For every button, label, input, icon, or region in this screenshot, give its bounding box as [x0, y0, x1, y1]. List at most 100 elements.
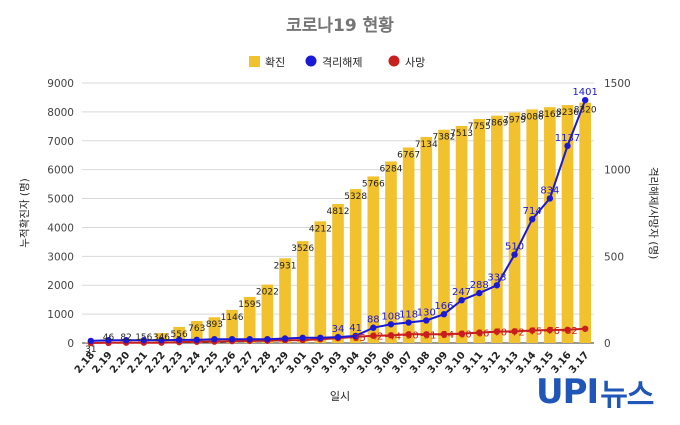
released-point — [387, 321, 395, 328]
legend-marker-released — [305, 55, 317, 67]
bar-confirmed-label: 2931 — [274, 261, 297, 271]
released-point — [158, 337, 165, 344]
bar-confirmed — [296, 241, 309, 343]
released-point — [564, 142, 571, 150]
deaths-point — [581, 325, 589, 332]
y-left-tick-label: 0 — [67, 338, 74, 350]
bar-confirmed — [332, 203, 344, 343]
released-point — [281, 335, 289, 342]
y-left-tick-label: 8000 — [47, 107, 74, 119]
y-left-tick-label: 9000 — [47, 78, 74, 90]
bar-confirmed-label: 7979 — [503, 115, 526, 125]
released-point — [264, 335, 271, 343]
released-point — [511, 251, 518, 258]
bar-confirmed-label: 8086 — [521, 112, 544, 122]
bar-confirmed — [455, 125, 468, 343]
bar-confirmed-label: 8236 — [556, 108, 579, 118]
bar-confirmed-label: 6284 — [380, 164, 403, 174]
deaths-point — [387, 332, 395, 339]
released-label: 41 — [349, 323, 362, 334]
deaths-point — [440, 330, 448, 338]
deaths-label: -54 — [438, 330, 454, 341]
released-point — [458, 296, 465, 304]
deaths-point — [493, 328, 501, 335]
deaths-label: -60 — [455, 330, 471, 341]
bar-confirmed-label: 556 — [171, 330, 188, 340]
released-label: 108 — [381, 311, 400, 322]
bar-confirmed — [279, 258, 291, 343]
y-left-tick-label: 2000 — [47, 280, 74, 292]
bar-confirmed — [208, 317, 221, 343]
x-axis-title: 일시 — [330, 389, 350, 403]
released-point — [476, 289, 483, 297]
released-point — [440, 311, 448, 318]
bar-confirmed — [561, 105, 574, 344]
bar-confirmed — [190, 320, 203, 343]
y-right-tick-label: 0 — [604, 338, 611, 350]
bar-confirmed — [579, 102, 591, 344]
upi-news-logo: UPI 뉴스 — [536, 372, 654, 413]
deaths-label: -50 — [402, 330, 418, 341]
deaths-point — [423, 331, 430, 338]
bar-confirmed-label: 6767 — [397, 151, 420, 161]
released-point — [211, 335, 218, 343]
released-label: 34 — [332, 324, 345, 335]
released-point — [193, 336, 200, 344]
y-left-tick-label: 6000 — [47, 165, 74, 177]
bar-confirmed — [173, 326, 185, 343]
deaths-label: -35 — [349, 333, 365, 344]
deaths-label: -42 — [367, 332, 383, 343]
bar-confirmed-label: 31 — [85, 345, 96, 355]
legend-label-released: 격리해제 — [322, 55, 362, 69]
bar-confirmed-label: 7755 — [468, 122, 491, 132]
released-label: 510 — [505, 242, 524, 253]
bar-confirmed-label: 156 — [135, 333, 152, 343]
released-point — [105, 337, 112, 344]
bar-confirmed-label: 4212 — [309, 224, 332, 234]
bar-confirmed-label: 3526 — [291, 244, 314, 254]
y-right-tick-label: 1000 — [604, 165, 631, 177]
released-label: 1137 — [555, 133, 580, 144]
bar-confirmed-label: 763 — [188, 324, 205, 334]
released-point — [423, 317, 430, 324]
released-label: 118 — [399, 310, 418, 321]
legend-marker-confirmed — [249, 56, 260, 67]
deaths-label: -75 — [526, 327, 542, 338]
released-point — [140, 337, 147, 344]
bar-confirmed — [438, 129, 450, 343]
released-point — [546, 195, 554, 202]
bar-confirmed-label: 893 — [206, 320, 223, 330]
released-point — [317, 334, 324, 341]
y-right-axis-title: 격리해제/사망자 (명) — [647, 167, 660, 259]
deaths-point — [529, 327, 536, 334]
bar-confirmed — [544, 107, 556, 343]
chart-title: 코로나19 현황 — [286, 16, 394, 36]
bar-confirmed-label: 5328 — [344, 192, 367, 202]
y-left-axis-title: 누적확진자 (명) — [18, 178, 31, 248]
bar-confirmed — [420, 136, 433, 343]
bar-confirmed — [491, 115, 503, 343]
deaths-point — [564, 326, 571, 334]
deaths-point — [458, 330, 465, 337]
released-label: 834 — [540, 185, 559, 196]
legend-marker-deaths — [388, 55, 400, 67]
released-point — [228, 335, 236, 343]
bar-confirmed — [508, 112, 521, 344]
bar-confirmed-label: 5766 — [362, 179, 385, 189]
bar-confirmed — [243, 296, 256, 343]
bar-confirmed-label: 2022 — [256, 288, 279, 298]
bar-confirmed-label: 46 — [103, 333, 115, 343]
y-left-tick-label: 4000 — [47, 222, 74, 234]
released-label: 88 — [367, 315, 380, 326]
bar-confirmed-label: 82 — [120, 333, 131, 343]
released-label: 1401 — [572, 87, 597, 98]
released-label: 288 — [470, 280, 489, 291]
y-right-tick-label: 1500 — [604, 78, 631, 90]
bar-confirmed-label: 346 — [153, 333, 170, 343]
bar-confirmed-label: 8162 — [538, 110, 561, 120]
bar-confirmed-label: 4812 — [327, 207, 350, 217]
bar-confirmed-label: 7869 — [485, 119, 508, 129]
y-left-tick-label: 1000 — [47, 309, 74, 321]
released-point — [405, 319, 412, 326]
